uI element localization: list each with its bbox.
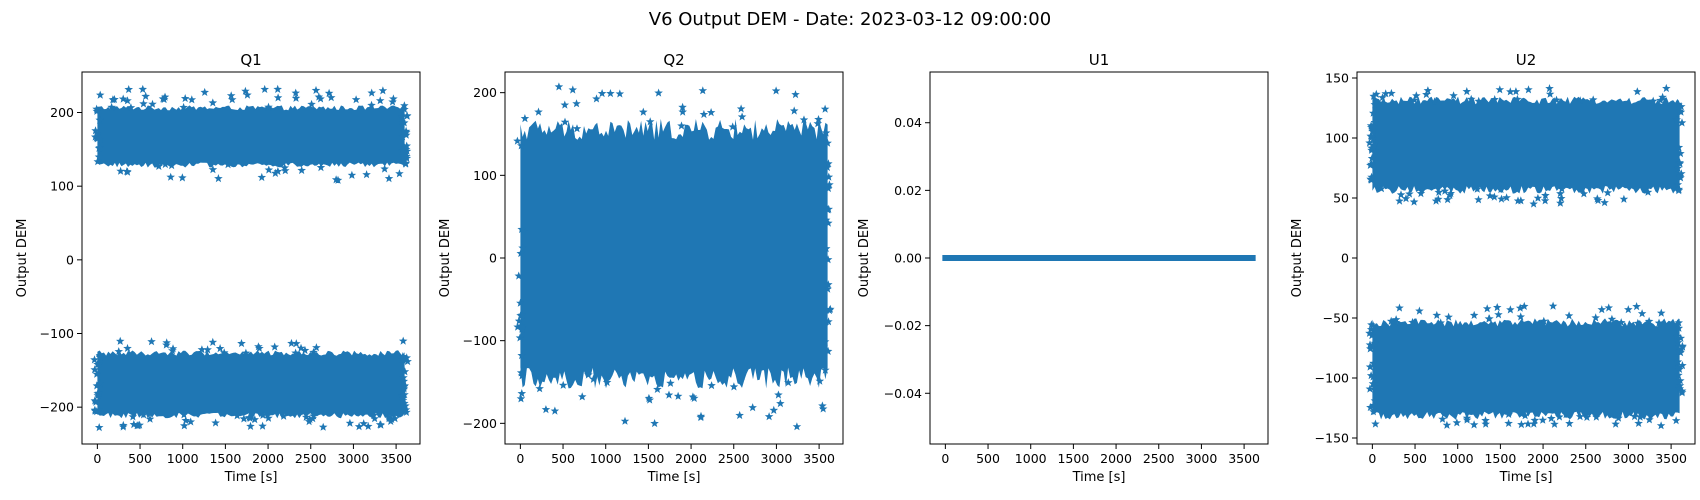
- y-tick-label: −200: [40, 400, 74, 415]
- x-tick-label: 3000: [1613, 451, 1645, 466]
- subplot-title: U1: [1089, 51, 1110, 69]
- y-axis-label: Output DEM: [857, 219, 872, 298]
- x-tick-label: 2000: [675, 451, 707, 466]
- y-tick-label: −100: [1315, 371, 1349, 386]
- y-tick-label: 200: [473, 85, 497, 100]
- x-tick-label: 2500: [295, 451, 327, 466]
- x-tick-label: 500: [128, 451, 152, 466]
- y-tick-label: 0.00: [894, 251, 922, 266]
- x-tick-label: 500: [976, 451, 1000, 466]
- subplot-q2: 0 500 1000 1500 2000 2500 3000 3500 −200 −100 0 100…: [438, 51, 844, 485]
- outlier-points: [90, 336, 412, 432]
- y-tick-label: 0.04: [894, 115, 922, 130]
- x-tick-label: 2000: [252, 451, 284, 466]
- y-tick-label: 0: [66, 252, 74, 267]
- y-tick-label: 100: [1325, 131, 1349, 146]
- y-tick-label: 50: [1333, 191, 1349, 206]
- y-tick-label: −50: [1323, 311, 1349, 326]
- x-tick-label: 0: [516, 451, 524, 466]
- x-axis-label: Time [s]: [224, 470, 278, 485]
- x-tick-label: 0: [1368, 451, 1376, 466]
- x-tick-label: 1000: [590, 451, 622, 466]
- x-tick-label: 3500: [1228, 451, 1260, 466]
- x-tick-label: 500: [1403, 451, 1427, 466]
- subplot-u2: 0 500 1000 1500 2000 2500 3000 3500 −150 −100 −50 0…: [1290, 51, 1696, 485]
- x-tick-label: 0: [93, 451, 101, 466]
- x-tick-label: 1500: [1057, 451, 1089, 466]
- y-tick-label: −100: [40, 326, 74, 341]
- subplots: 0 500 1000 1500 2000 2500 3000 3500−200−1000100…: [15, 51, 1696, 485]
- y-axis-label: Output DEM: [438, 219, 453, 298]
- y-tick-label: 0: [1341, 251, 1349, 266]
- data-points: [1365, 83, 1687, 430]
- x-tick-label: 2000: [1100, 451, 1132, 466]
- x-tick-label: 1500: [209, 451, 241, 466]
- x-tick-label: 3500: [1655, 451, 1687, 466]
- x-tick-label: 1000: [1442, 451, 1474, 466]
- y-tick-label: 0.02: [894, 183, 922, 198]
- x-tick-label: 2500: [718, 451, 750, 466]
- x-tick-label: 0: [941, 451, 949, 466]
- subplot-q1: 0 500 1000 1500 2000 2500 3000 3500 −200 −100 0 100…: [15, 51, 421, 485]
- x-tick-label: 2500: [1143, 451, 1175, 466]
- y-axis-label: Output DEM: [1290, 219, 1305, 298]
- subplot-title: Q1: [240, 51, 261, 69]
- x-tick-label: 1000: [1015, 451, 1047, 466]
- x-tick-label: 2500: [1570, 451, 1602, 466]
- data-band: [1372, 318, 1680, 420]
- y-tick-label: −0.04: [884, 386, 922, 401]
- y-tick-label: −100: [463, 333, 497, 348]
- x-tick-label: 1000: [167, 451, 199, 466]
- figure-title: V6 Output DEM - Date: 2023-03-12 09:00:0…: [649, 9, 1051, 30]
- x-tick-label: 1500: [632, 451, 664, 466]
- x-tick-label: 3000: [761, 451, 793, 466]
- x-axis-label: Time [s]: [1072, 470, 1126, 485]
- y-tick-label: 0: [489, 251, 497, 266]
- x-axis-label: Time [s]: [647, 470, 701, 485]
- subplot-title: Q2: [663, 51, 684, 69]
- x-axis-label: Time [s]: [1499, 470, 1553, 485]
- data-points: [942, 255, 1256, 261]
- axes-frame: [81, 71, 421, 445]
- x-tick-label: 3000: [1186, 451, 1218, 466]
- data-band: [942, 255, 1256, 261]
- data-band: [1372, 96, 1680, 194]
- y-tick-label: 100: [50, 179, 74, 194]
- x-tick-label: 3000: [338, 451, 370, 466]
- data-points: [513, 82, 835, 431]
- y-tick-label: 100: [473, 168, 497, 183]
- subplot-u1: 0 500 1000 1500 2000 2500 3000 3500 −0.04 −0.02 0.…: [857, 51, 1269, 485]
- y-tick-label: 150: [1325, 71, 1349, 86]
- y-tick-label: −200: [463, 416, 497, 431]
- x-tick-label: 500: [551, 451, 575, 466]
- x-tick-label: 3500: [380, 451, 412, 466]
- data-points: [90, 84, 412, 432]
- subplot-title: U2: [1516, 51, 1537, 69]
- y-tick-label: −0.02: [884, 318, 922, 333]
- data-band: [97, 105, 405, 168]
- x-tick-label: 3500: [803, 451, 835, 466]
- y-axis-label: Output DEM: [15, 219, 30, 298]
- y-tick-label: −150: [1315, 431, 1349, 446]
- x-tick-label: 2000: [1527, 451, 1559, 466]
- y-tick-label: 200: [50, 105, 74, 120]
- data-band: [97, 350, 405, 419]
- data-band: [520, 118, 828, 389]
- x-tick-label: 1500: [1484, 451, 1516, 466]
